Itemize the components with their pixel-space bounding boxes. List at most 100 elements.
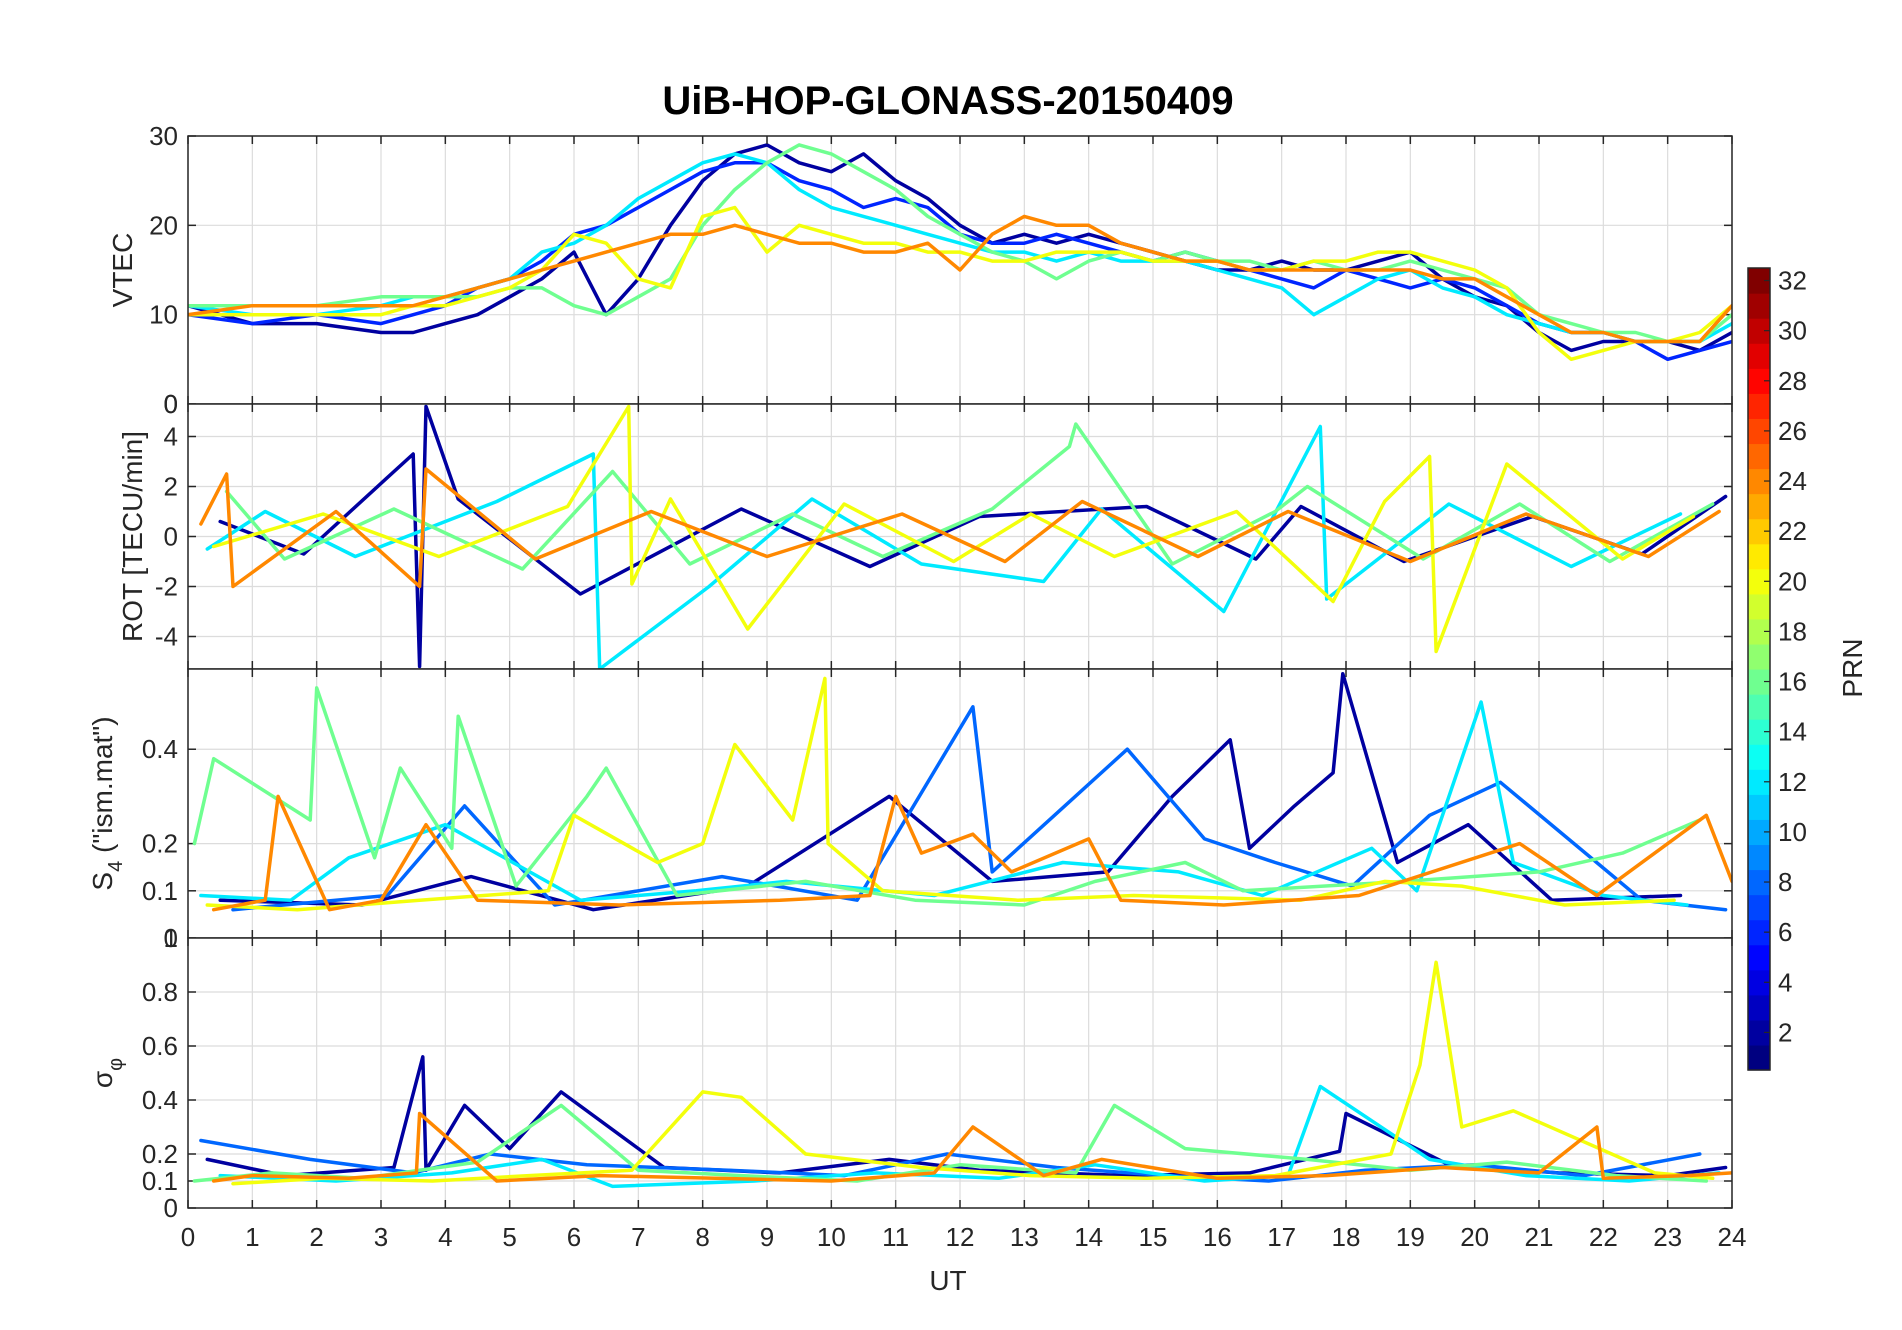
series-line-prn-24 [211,794,1732,912]
colorbar-segment [1748,969,1770,996]
x-tick-label: 1 [245,1222,259,1252]
series-line-prn-24 [211,1111,1732,1183]
colorbar-segment [1748,593,1770,620]
colorbar-segment [1748,744,1770,770]
y-axis-label: ROT [TECU/min] [117,431,148,642]
colorbar-segment [1748,894,1770,921]
colorbar-segment [1748,293,1770,319]
colorbar-segment [1748,468,1770,495]
colorbar-segment [1748,1044,1770,1071]
x-tick-label: 17 [1267,1222,1296,1252]
y-axis-label: σφ [87,1058,127,1088]
colorbar-segment [1748,618,1770,645]
colorbar-segment [1748,669,1770,695]
colorbar-segment [1748,318,1770,344]
x-tick-label: 24 [1718,1222,1747,1252]
y-tick-label: 2 [164,472,178,502]
colorbar-segment [1748,493,1770,520]
colorbar-tick-label: 22 [1778,516,1807,546]
colorbar-tick-label: 20 [1778,566,1807,596]
y-tick-label: -4 [155,622,178,652]
series-line-prn-16 [188,143,1732,344]
colorbar-segment [1748,694,1770,720]
y-axis-label-main: σ [87,1071,118,1088]
colorbar-segment [1748,1019,1770,1046]
y-tick-label: -2 [155,572,178,602]
colorbar-frame [1747,267,1771,1071]
colorbar-tick-label: 30 [1778,316,1807,346]
series-line-prn-20 [211,404,1696,654]
colorbar-tick-label: 26 [1778,416,1807,446]
y-tick-label: 4 [164,422,178,452]
colorbar-segment [1748,368,1770,394]
series-line-prn-12 [188,152,1732,344]
y-tick-label: 20 [149,210,178,240]
x-tick-label: 3 [374,1222,388,1252]
x-tick-label: 11 [882,1222,909,1252]
colorbar-tick-label: 2 [1778,1017,1792,1047]
y-axis-label: S4 ("ism.mat") [87,716,127,890]
y-tick-label: 0 [164,923,178,953]
colorbar-segment [1748,343,1770,369]
colorbar-tick-label: 4 [1778,967,1792,997]
x-tick-label: 21 [1525,1222,1554,1252]
x-axis-label: UT [929,1265,966,1296]
colorbar-segment [1748,643,1770,670]
panel-s4: 0 0.1 0.2 0.4 S4 ("ism.mat") [87,668,1733,953]
colorbar-segment [1748,543,1770,570]
x-tick-label: 14 [1074,1222,1103,1252]
y-tick-label: 10 [149,300,178,330]
series-line-prn-12 [205,424,1683,669]
colorbar-tick-label: 14 [1778,717,1807,747]
y-tick-label: 0 [164,389,178,419]
colorbar-tick-label: 6 [1778,917,1792,947]
y-axis-label-sub: φ [105,1058,127,1071]
y-tick-label: 0.6 [142,1031,178,1061]
series-line-prn-20 [231,960,1715,1186]
x-tick-label: 4 [438,1222,452,1252]
x-tick-label: 22 [1589,1222,1618,1252]
colorbar-segment [1748,443,1770,470]
colorbar-segment [1748,844,1770,871]
x-tick-label: 12 [946,1222,975,1252]
colorbar-segment [1748,944,1770,971]
colorbar-segment [1748,719,1770,745]
colorbar-segment [1748,794,1770,820]
x-tick-label: 23 [1653,1222,1682,1252]
colorbar-segment [1748,819,1770,846]
colorbar-segment [1748,518,1770,545]
x-tick-label: 18 [1332,1222,1361,1252]
y-tick-label: 0.1 [142,1166,178,1196]
colorbar-label: PRN [1837,638,1868,697]
series-line-prn-20 [188,205,1732,362]
y-tick-label: 0.8 [142,977,178,1007]
series-line-prn-24 [199,467,1721,589]
series-line-prn-2 [205,1055,1728,1178]
series-group [192,960,1732,1189]
colorbar-tick-label: 12 [1778,767,1807,797]
y-tick-label: 0.1 [142,876,178,906]
colorbar-tick-label: 10 [1778,817,1807,847]
colorbar-segment [1748,418,1770,445]
colorbar-segment [1748,919,1770,946]
y-tick-label: 0.2 [142,1139,178,1169]
colorbar-segment [1748,393,1770,419]
colorbar-tick-label: 16 [1778,667,1807,697]
chart-title: UiB-HOP-GLONASS-20150409 [662,79,1233,123]
y-tick-label: 0 [164,389,178,419]
x-tick-label: 9 [760,1222,774,1252]
x-tick-label: 15 [1139,1222,1168,1252]
x-tick-label: 7 [631,1222,645,1252]
x-tick-label: 19 [1396,1222,1425,1252]
series-group [199,404,1728,669]
series-line-prn-6 [188,161,1732,362]
series-line-prn-20 [205,676,1676,912]
x-tick-label: 5 [502,1222,516,1252]
series-group [192,671,1732,912]
x-tick-label: 10 [817,1222,846,1252]
x-tick-label: 8 [695,1222,709,1252]
